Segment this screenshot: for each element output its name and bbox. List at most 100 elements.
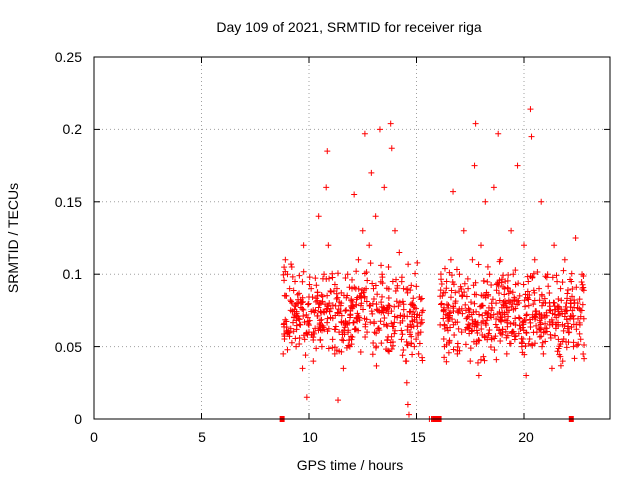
- data-point: [472, 279, 479, 286]
- data-point: [364, 277, 371, 284]
- data-point: [285, 329, 292, 336]
- data-point: [299, 299, 306, 306]
- data-point: [472, 120, 479, 127]
- y-tick-label-0: 0: [74, 411, 82, 427]
- data-point: [501, 291, 508, 298]
- data-point: [333, 285, 340, 292]
- data-point: [361, 130, 368, 137]
- data-point: [410, 295, 417, 302]
- data-point: [363, 298, 370, 305]
- data-point: [319, 322, 326, 329]
- data-point: [313, 345, 320, 352]
- data-point: [497, 314, 504, 321]
- data-point: [491, 347, 498, 354]
- data-point: [411, 343, 418, 350]
- data-point: [560, 327, 567, 334]
- data-point: [500, 272, 507, 279]
- data-point: [465, 285, 472, 292]
- data-point: [324, 148, 331, 155]
- data-point: [574, 300, 581, 307]
- data-point: [505, 290, 512, 297]
- data-point: [388, 145, 395, 152]
- data-point: [466, 330, 473, 337]
- data-point: [380, 304, 387, 311]
- data-point: [321, 271, 328, 278]
- data-point: [362, 321, 369, 328]
- data-point: [409, 351, 416, 358]
- data-point: [529, 314, 536, 321]
- data-point: [464, 314, 471, 321]
- data-point: [563, 344, 570, 351]
- data-point: [480, 292, 487, 299]
- data-point: [346, 284, 353, 291]
- data-point: [505, 307, 512, 314]
- data-point: [522, 342, 529, 349]
- data-point: [378, 262, 385, 269]
- data-point: [570, 343, 577, 350]
- data-point: [336, 348, 343, 355]
- data-point: [349, 285, 355, 292]
- data-point: [437, 321, 444, 328]
- data-point: [524, 288, 531, 295]
- data-point: [523, 329, 530, 336]
- data-point: [441, 343, 448, 350]
- data-point: [412, 270, 419, 277]
- data-point: [329, 344, 336, 351]
- data-point: [492, 321, 499, 328]
- data-point: [389, 323, 396, 330]
- data-point: [534, 269, 541, 276]
- data-point: [329, 274, 336, 281]
- data-point: [381, 305, 388, 312]
- data-point: [558, 297, 565, 304]
- data-point: [462, 301, 469, 308]
- data-point: [333, 295, 340, 302]
- data-point: [289, 273, 296, 280]
- data-point: [388, 308, 395, 315]
- data-point: [515, 330, 522, 337]
- tick-marks: [93, 56, 610, 420]
- data-point: [286, 285, 293, 292]
- data-point: [353, 314, 360, 321]
- data-point: [490, 184, 497, 191]
- data-point: [505, 271, 512, 278]
- data-point: [308, 285, 315, 292]
- data-point: [539, 343, 546, 350]
- data-point: [462, 341, 469, 348]
- data-point: [484, 263, 491, 270]
- data-point: [296, 321, 303, 328]
- data-point: [486, 326, 493, 333]
- data-point: [529, 342, 536, 349]
- data-point: [536, 333, 543, 340]
- data-point: [441, 354, 448, 361]
- data-point: [543, 325, 550, 332]
- data-point: [494, 310, 501, 317]
- data-point: [297, 321, 304, 328]
- data-point: [291, 312, 298, 319]
- data-point: [303, 394, 310, 401]
- data-point: [475, 261, 482, 268]
- data-point: [466, 306, 473, 313]
- data-point: [360, 306, 367, 313]
- data-point: [580, 315, 587, 322]
- data-point: [295, 300, 302, 307]
- data-point: [473, 308, 480, 315]
- data-point: [367, 302, 374, 309]
- data-point: [292, 278, 299, 285]
- data-point: [395, 303, 402, 310]
- data-point: [334, 270, 341, 277]
- data-point: [325, 325, 332, 332]
- data-point: [437, 301, 444, 308]
- data-point: [493, 287, 500, 294]
- data-point: [576, 330, 583, 337]
- data-point: [512, 321, 519, 328]
- y-tick-label-0.05: 0.05: [55, 339, 82, 355]
- data-point: [378, 340, 385, 347]
- data-point: [467, 345, 474, 352]
- data-point: [344, 292, 351, 299]
- data-point: [355, 256, 362, 263]
- data-point: [476, 311, 483, 318]
- data-point: [438, 300, 445, 307]
- data-point: [481, 357, 488, 364]
- data-point: [553, 272, 560, 279]
- data-point: [538, 291, 545, 298]
